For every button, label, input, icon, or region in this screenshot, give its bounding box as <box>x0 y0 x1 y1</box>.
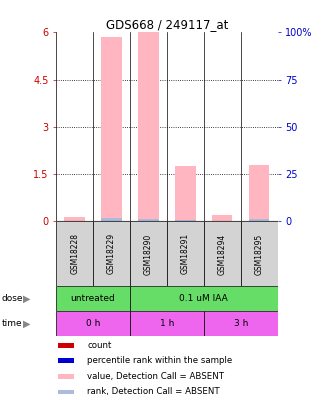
Text: 3 h: 3 h <box>234 319 248 328</box>
Bar <box>58 374 74 379</box>
Bar <box>138 219 159 222</box>
Bar <box>58 343 74 348</box>
Text: value, Detection Call = ABSENT: value, Detection Call = ABSENT <box>87 372 224 381</box>
Bar <box>204 222 241 286</box>
Text: GSM18228: GSM18228 <box>70 233 79 274</box>
Title: GDS668 / 249117_at: GDS668 / 249117_at <box>106 18 228 31</box>
Bar <box>130 286 278 311</box>
Bar <box>56 311 130 336</box>
Text: ▶: ▶ <box>23 294 30 304</box>
Bar <box>58 358 74 363</box>
Bar <box>56 286 130 311</box>
Bar <box>241 222 278 286</box>
Text: ▶: ▶ <box>23 319 30 328</box>
Text: percentile rank within the sample: percentile rank within the sample <box>87 356 232 365</box>
Text: GSM18291: GSM18291 <box>181 233 190 275</box>
Bar <box>212 215 232 222</box>
Text: time: time <box>2 319 22 328</box>
Bar <box>204 311 278 336</box>
Bar <box>56 222 93 286</box>
Bar <box>249 219 269 222</box>
Text: 0.1 uM IAA: 0.1 uM IAA <box>179 294 228 303</box>
Text: dose: dose <box>2 294 23 303</box>
Text: GSM18294: GSM18294 <box>218 233 227 275</box>
Bar <box>93 222 130 286</box>
Bar <box>65 217 85 222</box>
Bar <box>249 165 269 222</box>
Bar <box>58 390 74 394</box>
Bar <box>138 32 159 222</box>
Bar <box>101 37 122 222</box>
Text: GSM18229: GSM18229 <box>107 233 116 275</box>
Text: 0 h: 0 h <box>86 319 100 328</box>
Bar <box>130 311 204 336</box>
Bar <box>130 222 167 286</box>
Bar <box>101 217 122 222</box>
Text: count: count <box>87 341 112 350</box>
Bar <box>167 222 204 286</box>
Text: GSM18295: GSM18295 <box>255 233 264 275</box>
Text: rank, Detection Call = ABSENT: rank, Detection Call = ABSENT <box>87 387 220 396</box>
Text: untreated: untreated <box>71 294 116 303</box>
Text: 1 h: 1 h <box>160 319 174 328</box>
Bar <box>175 166 195 222</box>
Bar <box>175 220 195 222</box>
Text: GSM18290: GSM18290 <box>144 233 153 275</box>
